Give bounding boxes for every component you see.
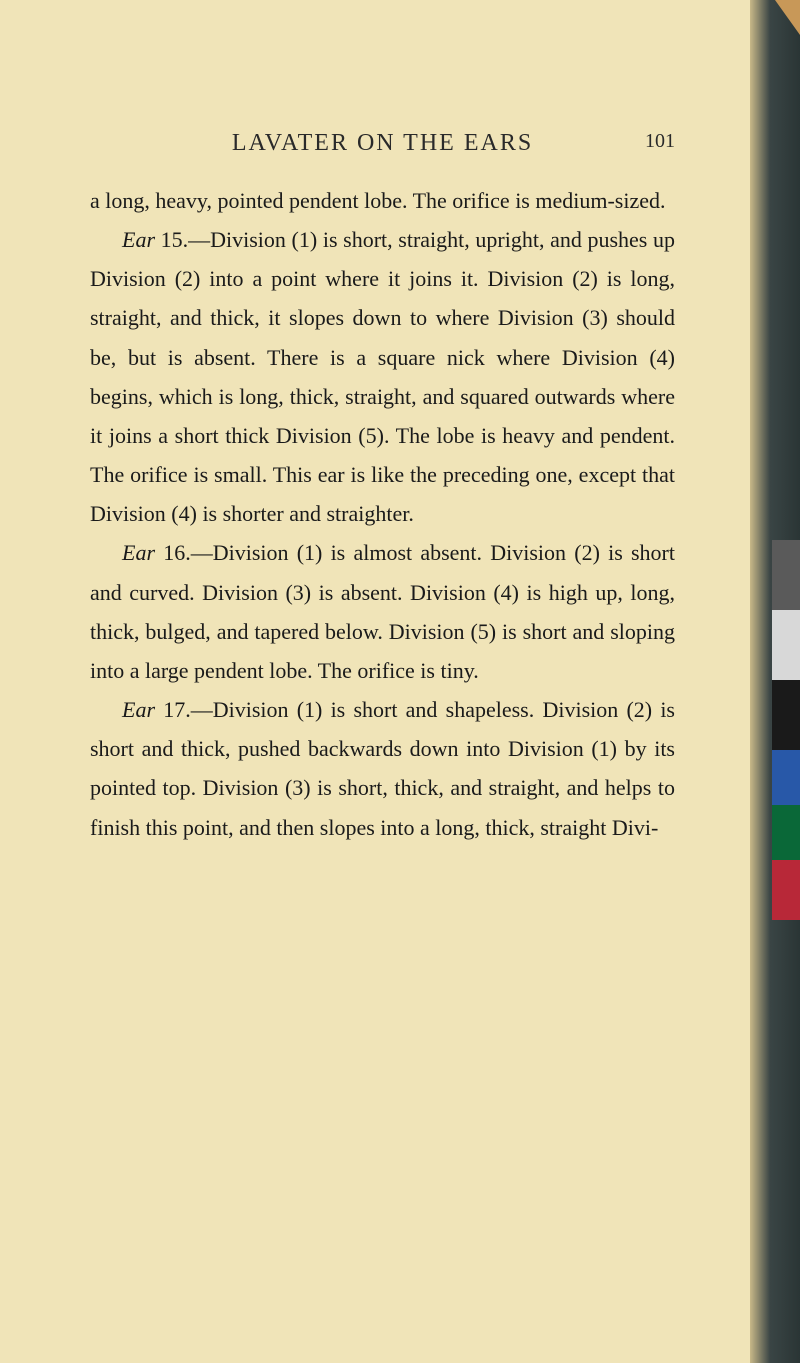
paragraph-3-text: 16.—Division (1) is almost absent. Divis…	[90, 540, 675, 682]
color-bar-0	[772, 540, 800, 610]
paragraph-4-text: 17.—Division (1) is short and shapeless.…	[90, 697, 675, 839]
paragraph-2-text: 15.—Division (1) is short, straight, upr…	[90, 227, 675, 526]
page-header: LAVATER ON THE EARS 101	[90, 130, 675, 157]
paragraph-1-text: a long, heavy, pointed pendent lobe. The…	[90, 188, 666, 213]
color-bar-5	[772, 860, 800, 920]
body-text: a long, heavy, pointed pendent lobe. The…	[90, 181, 675, 847]
page-number: 101	[645, 130, 675, 153]
color-bar-1	[772, 610, 800, 680]
color-bar-4	[772, 805, 800, 860]
torn-corner	[775, 0, 800, 35]
color-bar-2	[772, 680, 800, 750]
color-calibration-bars	[772, 540, 800, 920]
color-bar-3	[772, 750, 800, 805]
page-container: LAVATER ON THE EARS 101 a long, heavy, p…	[0, 0, 750, 1363]
paragraph-4-prefix: Ear	[122, 697, 155, 722]
paragraph-3: Ear 16.—Division (1) is almost absent. D…	[90, 533, 675, 690]
paragraph-2-prefix: Ear	[122, 227, 155, 252]
paragraph-3-prefix: Ear	[122, 540, 155, 565]
paragraph-2: Ear 15.—Division (1) is short, straight,…	[90, 220, 675, 533]
paragraph-1: a long, heavy, pointed pendent lobe. The…	[90, 181, 675, 220]
paragraph-4: Ear 17.—Division (1) is short and shapel…	[90, 690, 675, 847]
header-title: LAVATER ON THE EARS	[232, 130, 533, 156]
